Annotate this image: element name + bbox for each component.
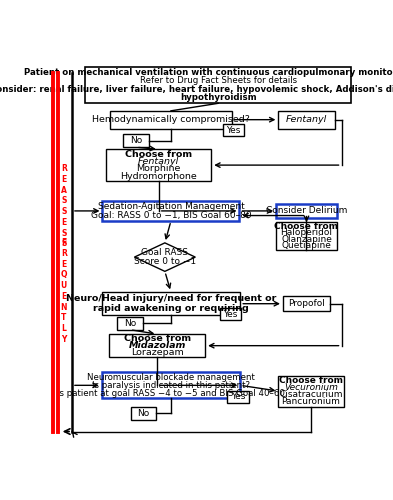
Text: Yes: Yes [223, 310, 237, 318]
Text: Pancuronium: Pancuronium [282, 398, 340, 406]
Text: No: No [130, 136, 142, 145]
Text: F
R
E
Q
U
E
N
T
L
Y: F R E Q U E N T L Y [61, 238, 67, 344]
Text: Quetiapine: Quetiapine [281, 241, 331, 250]
Text: Vecuronium: Vecuronium [284, 383, 338, 392]
Text: rapid awakening or requiring: rapid awakening or requiring [93, 304, 249, 313]
Text: Sedation-Agitation Management: Sedation-Agitation Management [97, 202, 244, 211]
FancyBboxPatch shape [123, 134, 149, 147]
FancyBboxPatch shape [109, 334, 205, 357]
Text: R
E
A
S
S
E
S
S: R E A S S E S S [61, 164, 67, 248]
Text: No: No [138, 409, 150, 418]
Text: Is paralysis indicated in this patient?: Is paralysis indicated in this patient? [92, 381, 250, 390]
Text: Lorazepam: Lorazepam [131, 348, 184, 357]
FancyBboxPatch shape [276, 222, 337, 250]
Text: Yes: Yes [226, 126, 241, 134]
Text: Morphine: Morphine [137, 164, 181, 173]
FancyBboxPatch shape [278, 111, 335, 128]
Text: Yes: Yes [231, 392, 245, 402]
Text: Hydromorphone: Hydromorphone [120, 172, 197, 180]
Text: Olanzapine: Olanzapine [281, 234, 332, 244]
FancyBboxPatch shape [85, 66, 351, 104]
Text: Fentanyl: Fentanyl [138, 157, 179, 166]
FancyBboxPatch shape [220, 308, 241, 320]
Text: Patient on mechanical ventilation with continuous cardiopulmonary monitoring: Patient on mechanical ventilation with c… [24, 68, 393, 77]
FancyBboxPatch shape [223, 124, 244, 136]
Text: Neuro/Head injury/need for frequent or: Neuro/Head injury/need for frequent or [66, 294, 276, 303]
FancyBboxPatch shape [227, 390, 249, 403]
Text: Choose from: Choose from [279, 376, 343, 385]
Text: Haloperidol: Haloperidol [281, 228, 332, 237]
Text: Propofol: Propofol [288, 299, 325, 308]
FancyBboxPatch shape [110, 111, 232, 128]
FancyBboxPatch shape [103, 201, 239, 221]
Text: No: No [124, 319, 136, 328]
Text: Hemodynamically compromised?: Hemodynamically compromised? [92, 115, 250, 124]
FancyBboxPatch shape [276, 204, 337, 218]
Text: Midazolam: Midazolam [129, 341, 186, 350]
Text: Goal: RASS 0 to −1, BIS Goal 60–80: Goal: RASS 0 to −1, BIS Goal 60–80 [91, 211, 251, 220]
Text: Cisatracurium: Cisatracurium [279, 390, 343, 399]
Text: Refer to Drug Fact Sheets for details: Refer to Drug Fact Sheets for details [140, 76, 297, 86]
FancyBboxPatch shape [130, 407, 156, 420]
FancyBboxPatch shape [278, 376, 344, 406]
Text: Choose from: Choose from [125, 150, 192, 158]
FancyBboxPatch shape [102, 292, 240, 316]
Text: Neuromuscular blockade management: Neuromuscular blockade management [87, 373, 255, 382]
Text: Fentanyl: Fentanyl [286, 115, 327, 124]
FancyBboxPatch shape [102, 372, 240, 398]
FancyBboxPatch shape [283, 296, 330, 311]
Text: Choose from: Choose from [124, 334, 191, 343]
Text: Consider Delirium: Consider Delirium [266, 206, 347, 216]
Text: Is patient at goal RASS −4 to −5 and BIS Goal 40–60: Is patient at goal RASS −4 to −5 and BIS… [57, 389, 285, 398]
Text: hypothyroidism: hypothyroidism [180, 94, 257, 102]
Text: Consider: renal failure, liver failure, heart failure, hypovolemic shock, Addiso: Consider: renal failure, liver failure, … [0, 85, 393, 94]
FancyBboxPatch shape [106, 150, 211, 181]
Text: Goal RASS: Goal RASS [141, 248, 188, 257]
FancyBboxPatch shape [117, 317, 143, 330]
Text: Score 0 to −1: Score 0 to −1 [134, 258, 196, 266]
Text: Choose from: Choose from [274, 222, 338, 231]
